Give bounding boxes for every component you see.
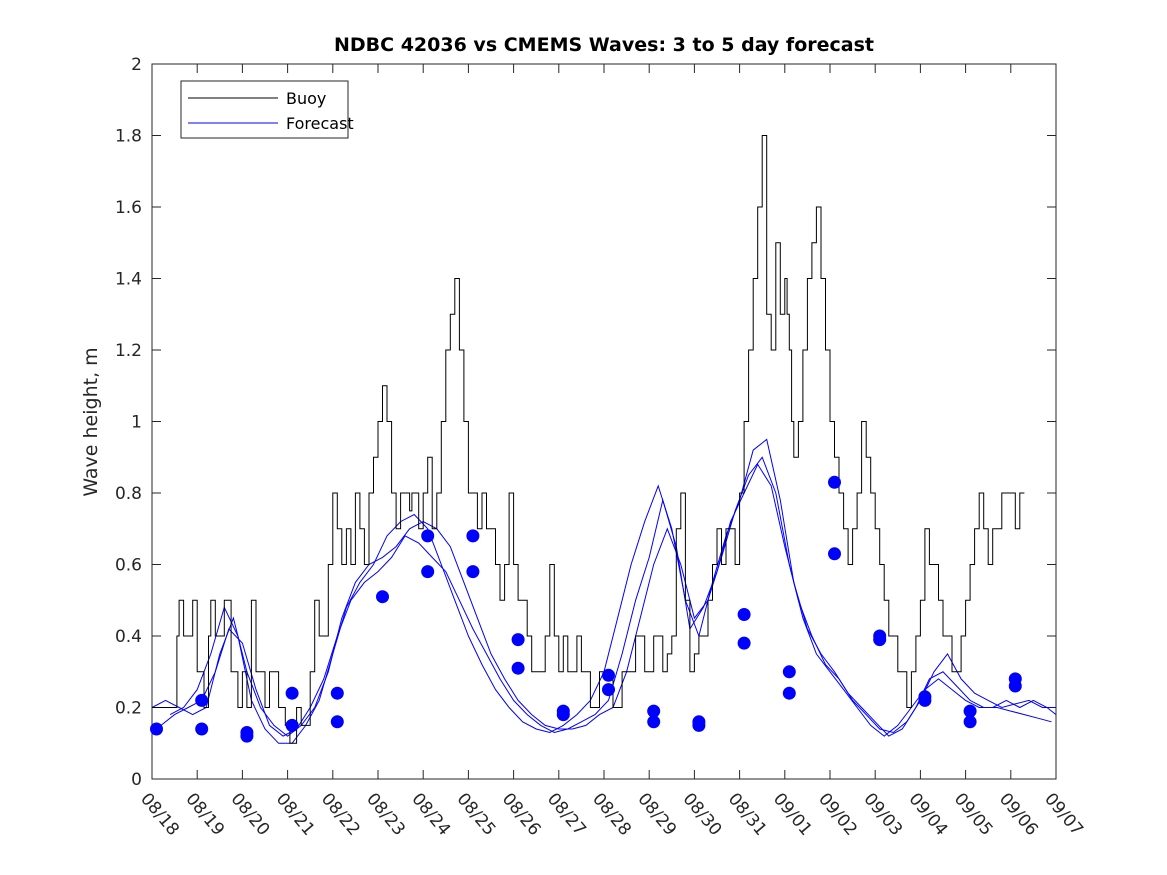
- forecast-marker: [556, 708, 570, 722]
- forecast-marker: [963, 715, 977, 729]
- forecast-marker: [647, 715, 661, 729]
- forecast-marker: [330, 686, 344, 700]
- forecast-marker: [692, 718, 706, 732]
- y-tick-label: 2: [131, 55, 142, 75]
- forecast-marker: [466, 565, 480, 579]
- marker-layer: [150, 475, 1022, 743]
- legend-buoy-label: Buoy: [286, 89, 326, 108]
- forecast-marker: [421, 529, 435, 543]
- forecast-marker: [918, 693, 932, 707]
- forecast-marker: [602, 668, 615, 682]
- forecast-series-line-1: [151, 456, 1057, 737]
- y-tick-label: 0.6: [115, 556, 142, 576]
- forecast-marker: [466, 529, 480, 543]
- y-tick-label: 1: [131, 413, 142, 433]
- forecast-marker: [511, 633, 525, 647]
- forecast-series-line-3: [169, 438, 1052, 744]
- forecast-marker: [828, 547, 841, 561]
- y-tick-label: 1.2: [115, 341, 142, 361]
- forecast-marker: [150, 722, 163, 736]
- forecast-marker: [1008, 679, 1022, 693]
- forecast-marker: [285, 718, 299, 732]
- chart-title: NDBC 42036 vs CMEMS Waves: 3 to 5 day fo…: [334, 34, 874, 56]
- y-tick-label: 1.8: [115, 127, 142, 147]
- forecast-marker: [376, 590, 389, 604]
- forecast-marker: [195, 722, 209, 736]
- legend-forecast-label: Forecast: [286, 114, 354, 133]
- forecast-marker: [782, 665, 796, 679]
- y-axis-ticks: 0 0.2 0.4 0.6 0.8 1 1.2 1.4 1.6 1.8 2: [115, 55, 1056, 790]
- y-tick-label: 0.2: [115, 699, 142, 719]
- forecast-marker: [511, 661, 525, 675]
- y-tick-label: 1.6: [115, 198, 142, 218]
- forecast-marker: [647, 704, 661, 718]
- forecast-marker: [285, 686, 299, 700]
- forecast-marker: [737, 636, 751, 650]
- y-tick-label: 0.4: [115, 627, 142, 647]
- forecast-marker: [737, 608, 751, 621]
- forecast-marker: [602, 683, 615, 697]
- y-tick-label: 0.8: [115, 484, 142, 504]
- legend-box: [180, 80, 349, 139]
- forecast-marker: [963, 704, 977, 718]
- forecast-marker: [421, 565, 435, 579]
- y-tick-label: 0: [131, 770, 142, 790]
- y-axis-label: Wave height, m: [80, 347, 102, 496]
- forecast-marker: [240, 729, 254, 743]
- forecast-marker: [195, 693, 209, 707]
- forecast-marker: [782, 686, 796, 700]
- forecast-marker: [873, 633, 887, 647]
- forecast-marker: [828, 475, 841, 489]
- legend: Buoy Forecast: [180, 80, 354, 139]
- forecast-marker: [330, 715, 344, 729]
- y-tick-label: 1.4: [115, 270, 142, 290]
